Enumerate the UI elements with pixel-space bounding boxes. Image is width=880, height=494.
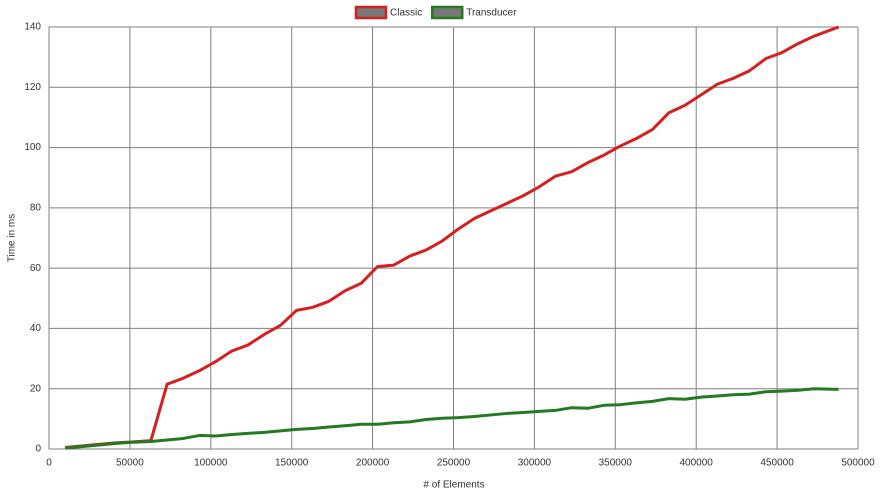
y-tick-label: 20 (30, 383, 42, 394)
series-line (65, 25, 840, 449)
y-tick-label: 60 (30, 263, 42, 274)
y-tick-label: 120 (24, 82, 41, 93)
y-tick-label: 80 (30, 202, 42, 213)
x-tick-label: 450000 (760, 458, 794, 469)
legend-label: Classic (390, 8, 422, 19)
y-tick-label: 0 (35, 444, 41, 455)
x-tick-label: 350000 (599, 458, 633, 469)
y-axis-label: Time in ms (7, 214, 18, 263)
x-tick-label: 100000 (194, 458, 228, 469)
legend-label: Transducer (466, 8, 517, 19)
x-tick-label: 300000 (518, 458, 552, 469)
x-axis-label: # of Elements (423, 480, 484, 491)
x-tick-label: 150000 (275, 458, 309, 469)
x-tick-label: 50000 (116, 458, 144, 469)
x-tick-label: 0 (46, 458, 52, 469)
x-tick-label: 250000 (437, 458, 471, 469)
series-line (65, 387, 839, 450)
y-tick-label: 140 (24, 22, 41, 33)
legend-swatch (430, 5, 464, 20)
y-tick-label: 40 (30, 323, 42, 334)
x-tick-label: 500000 (841, 458, 875, 469)
legend-swatch (354, 5, 388, 20)
x-tick-label: 200000 (356, 458, 390, 469)
y-tick-label: 100 (24, 142, 41, 153)
x-tick-label: 400000 (680, 458, 714, 469)
